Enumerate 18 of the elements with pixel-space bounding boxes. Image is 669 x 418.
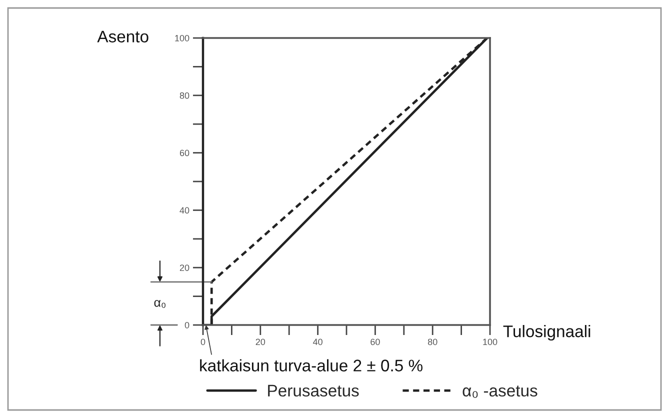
y-axis-title: Asento (97, 30, 148, 42)
y-tick-label: 60 (180, 150, 190, 156)
y-tick-label: 20 (180, 264, 190, 271)
y-tick-label: 100 (175, 34, 190, 42)
x-tick-label: 40 (312, 338, 322, 346)
y-tick-label: 0 (184, 322, 190, 328)
legend-label: Perusasetus (268, 384, 359, 397)
y-tick-label: 80 (180, 92, 190, 99)
x-axis-title: Tulosignaali (503, 325, 590, 341)
legend-label: α₀ -asetus (462, 386, 538, 398)
x-tick-label: 60 (370, 338, 380, 346)
ref-line-label: α₀ (154, 300, 166, 308)
x-tick-label: 20 (256, 338, 266, 346)
annotation: katkaisun turva-alue 2 ± 0.5 % (200, 359, 422, 372)
x-tick-label: 0 (200, 338, 206, 346)
x-tick-label: 80 (428, 338, 438, 346)
y-tick-label: 40 (180, 207, 190, 214)
x-tick-label: 100 (483, 338, 498, 346)
